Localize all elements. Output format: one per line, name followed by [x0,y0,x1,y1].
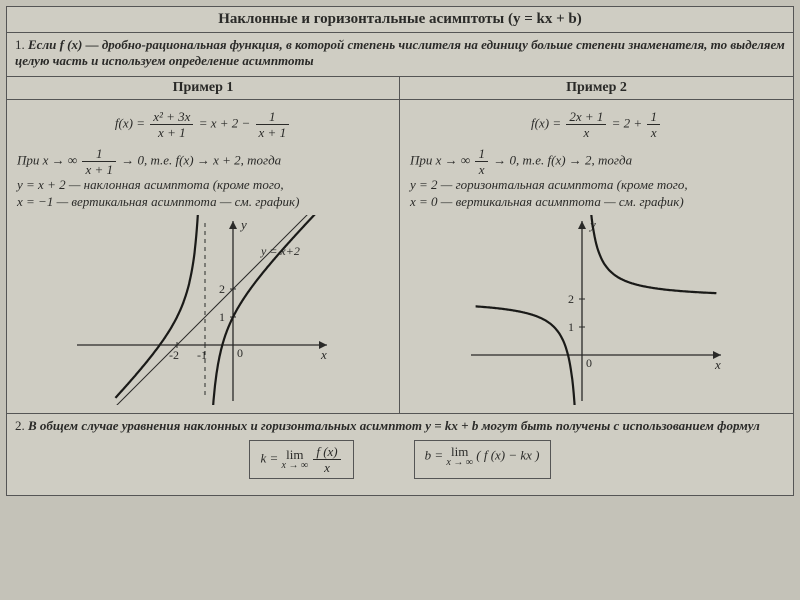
example-1-graph: xy0-2-112y = x+2 [73,215,333,405]
page-title: Наклонные и горизонтальные асимптоты (y … [6,6,794,33]
svg-text:2: 2 [568,292,574,306]
svg-text:x: x [320,347,327,362]
rule2-text: В общем случае уравнения наклонных и гор… [28,418,760,433]
example-2: Пример 2 f(x) = 2x + 1x = 2 + 1x При x →… [400,77,794,414]
ex1-formula: f(x) = x² + 3xx + 1 = x + 2 − 1x + 1 [17,110,389,139]
example-1-heading: Пример 1 [7,77,399,100]
formula-row: k = limx → ∞ f (x)x b = limx → ∞ ( f (x)… [15,434,785,489]
example-2-heading: Пример 2 [400,77,793,100]
ex2-line3: y = 2 — горизонтальная асимптота (кроме … [410,176,783,194]
ex2-line4: x = 0 — вертикальная асимптота — см. гра… [410,193,783,211]
rule-2: 2. В общем случае уравнения наклонных и … [6,414,794,496]
svg-text:2: 2 [219,282,225,296]
svg-text:y: y [239,217,247,232]
ex2-formula: f(x) = 2x + 1x = 2 + 1x [410,110,783,139]
ex2-line2: При x → ∞ 1x → 0, т.е. f(x) → 2, тогда [410,147,783,176]
svg-text:-2: -2 [169,348,179,362]
ex1-line2: При x → ∞ 1x + 1 → 0, т.е. f(x) → x + 2,… [17,147,389,176]
examples-row: Пример 1 f(x) = x² + 3xx + 1 = x + 2 − 1… [6,77,794,414]
formula-k: k = limx → ∞ f (x)x [249,440,353,479]
example-1: Пример 1 f(x) = x² + 3xx + 1 = x + 2 − 1… [6,77,400,414]
rule1-num: 1. [15,37,25,52]
svg-text:0: 0 [237,346,243,360]
example-1-body: f(x) = x² + 3xx + 1 = x + 2 − 1x + 1 При… [7,100,399,413]
rule2-num: 2. [15,418,25,433]
example-2-body: f(x) = 2x + 1x = 2 + 1x При x → ∞ 1x → 0… [400,100,793,413]
ex1-line4: x = −1 — вертикальная асимптота — см. гр… [17,193,389,211]
svg-text:1: 1 [219,310,225,324]
svg-text:1: 1 [568,320,574,334]
rule-1: 1. Если f (x) — дробно-рациональная функ… [6,33,794,77]
example-2-graph: xy012 [467,215,727,405]
title-text: Наклонные и горизонтальные асимптоты (y … [218,11,582,27]
rule1-text: Если f (x) — дробно-рациональная функция… [15,37,785,68]
svg-text:x: x [714,357,721,372]
formula-b: b = limx → ∞ ( f (x) − kx ) [414,440,551,479]
ex1-line3: y = x + 2 — наклонная асимптота (кроме т… [17,176,389,194]
svg-text:0: 0 [586,356,592,370]
